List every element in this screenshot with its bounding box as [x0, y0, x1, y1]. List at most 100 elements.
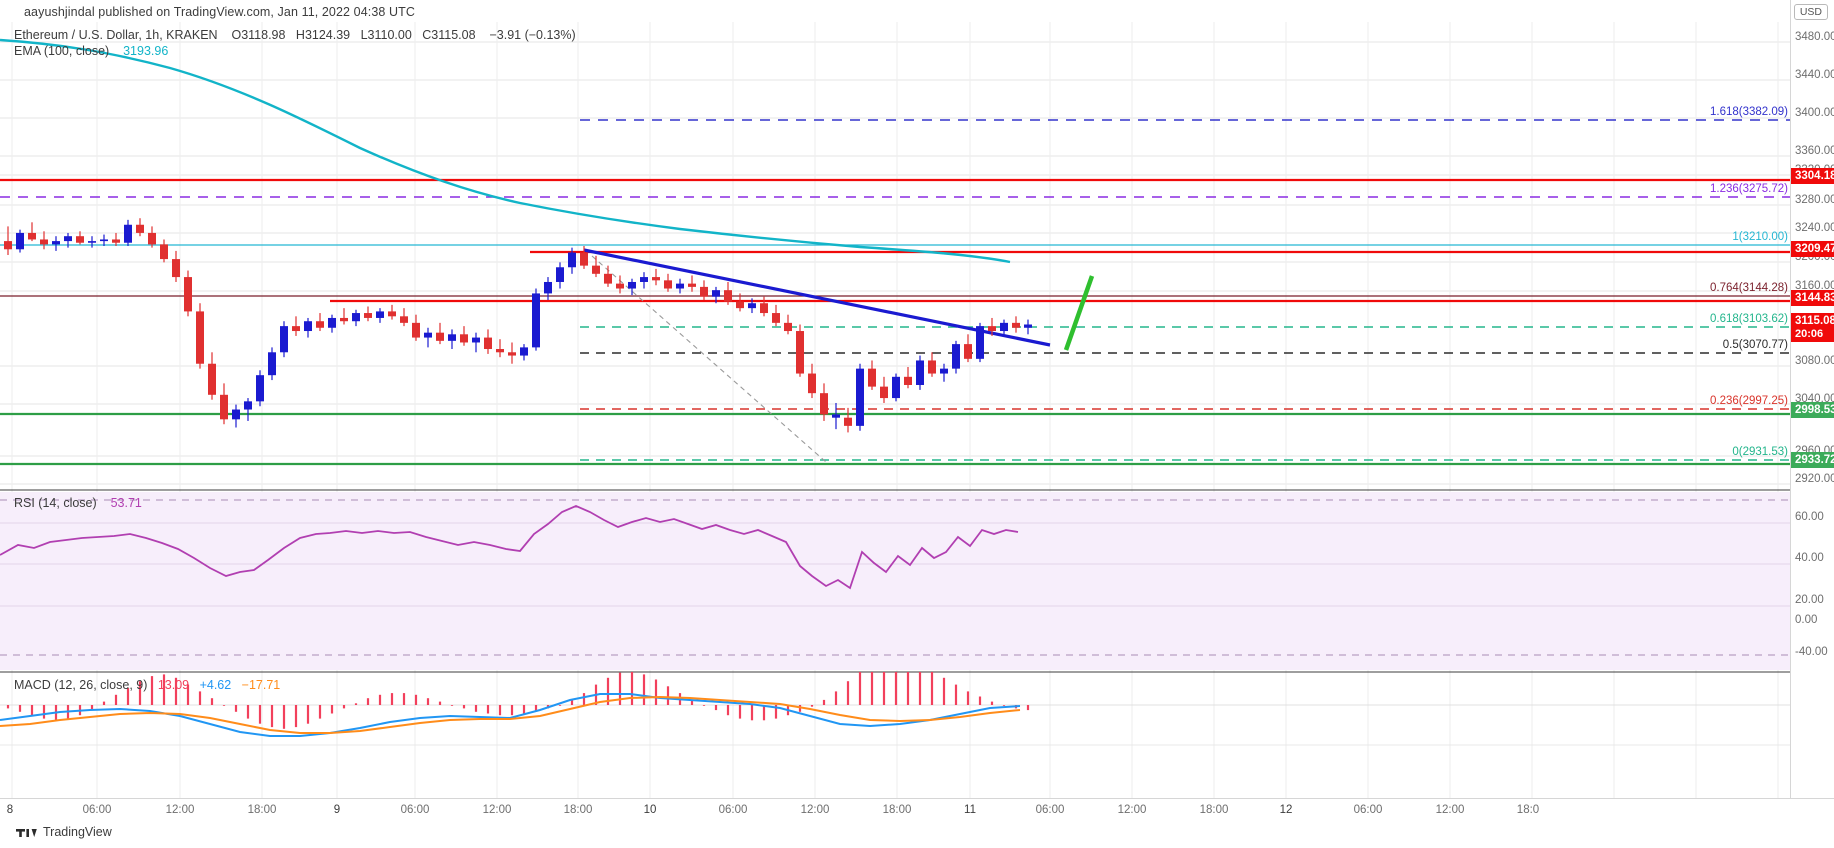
candle[interactable]: [856, 363, 864, 431]
candle[interactable]: [664, 273, 672, 292]
candle[interactable]: [556, 262, 564, 289]
fib-level-label[interactable]: 1(3210.00): [1732, 231, 1788, 243]
candle[interactable]: [508, 342, 516, 364]
candle[interactable]: [736, 293, 744, 312]
candle[interactable]: [1012, 316, 1020, 333]
candle[interactable]: [76, 231, 84, 245]
candle[interactable]: [112, 232, 120, 247]
candle[interactable]: [964, 334, 972, 363]
candle[interactable]: [976, 322, 984, 363]
candle[interactable]: [148, 226, 156, 248]
candle[interactable]: [364, 306, 372, 322]
candle[interactable]: [208, 352, 216, 400]
candle[interactable]: [136, 218, 144, 237]
candle[interactable]: [268, 347, 276, 381]
candle[interactable]: [304, 317, 312, 338]
candle[interactable]: [772, 304, 780, 327]
candle[interactable]: [700, 280, 708, 300]
candle[interactable]: [448, 329, 456, 350]
candle[interactable]: [52, 236, 60, 251]
price-axis[interactable]: USD 3480.003440.003400.003360.003320.003…: [1790, 0, 1834, 798]
candle[interactable]: [568, 247, 576, 274]
candle[interactable]: [400, 308, 408, 327]
price-tag[interactable]: 2933.72: [1791, 452, 1834, 468]
candle[interactable]: [796, 324, 804, 377]
candle[interactable]: [760, 296, 768, 317]
price-tag[interactable]: 3209.47: [1791, 241, 1834, 257]
candle[interactable]: [388, 304, 396, 320]
candle[interactable]: [124, 219, 132, 247]
candle[interactable]: [652, 268, 660, 286]
candle[interactable]: [352, 309, 360, 327]
fib-level-label[interactable]: 1.236(3275.72): [1709, 183, 1788, 195]
ema-legend[interactable]: EMA (100, close) 3193.96: [14, 44, 168, 58]
candle[interactable]: [496, 339, 504, 358]
candle[interactable]: [316, 313, 324, 332]
candle[interactable]: [820, 383, 828, 421]
fib-level-label[interactable]: 0(2931.53): [1732, 446, 1788, 458]
candle[interactable]: [520, 344, 528, 361]
candle[interactable]: [712, 286, 720, 304]
candle[interactable]: [616, 275, 624, 294]
candle[interactable]: [484, 329, 492, 354]
candle[interactable]: [1024, 319, 1032, 335]
candle[interactable]: [592, 255, 600, 278]
candle[interactable]: [628, 278, 636, 296]
candle[interactable]: [328, 314, 336, 333]
candle[interactable]: [64, 232, 72, 248]
candle[interactable]: [88, 236, 96, 248]
candle[interactable]: [160, 239, 168, 263]
candle[interactable]: [784, 314, 792, 335]
symbol-legend[interactable]: Ethereum / U.S. Dollar, 1h, KRAKEN O3118…: [14, 28, 576, 42]
candle[interactable]: [928, 352, 936, 377]
candle[interactable]: [232, 404, 240, 428]
candle[interactable]: [940, 363, 948, 382]
candle[interactable]: [544, 277, 552, 300]
rsi-legend[interactable]: RSI (14, close) 53.71: [14, 496, 142, 510]
price-tag[interactable]: 3115.08 20:06: [1791, 313, 1834, 342]
time-axis[interactable]: 8 06:00 12:00 18:00 9 06:00 12:00 18:00 10 06:00 1…: [0, 798, 1834, 826]
candle[interactable]: [868, 360, 876, 390]
candle[interactable]: [436, 322, 444, 345]
candle[interactable]: [676, 278, 684, 294]
candle[interactable]: [916, 355, 924, 390]
candle[interactable]: [580, 246, 588, 269]
candle[interactable]: [28, 222, 36, 242]
candle[interactable]: [412, 314, 420, 341]
candle[interactable]: [808, 363, 816, 399]
candle[interactable]: [880, 376, 888, 403]
candle[interactable]: [340, 308, 348, 325]
candle[interactable]: [100, 234, 108, 247]
candle[interactable]: [472, 332, 480, 353]
price-tag[interactable]: 2998.53: [1791, 402, 1834, 418]
fib-level-label[interactable]: 0.764(3144.28): [1709, 282, 1788, 294]
candle[interactable]: [172, 250, 180, 282]
candle[interactable]: [460, 326, 468, 346]
price-tag[interactable]: 3144.83: [1791, 290, 1834, 306]
candle[interactable]: [292, 316, 300, 336]
candle[interactable]: [844, 407, 852, 433]
candle[interactable]: [16, 229, 24, 253]
candle[interactable]: [4, 226, 12, 255]
candle[interactable]: [1000, 319, 1008, 335]
candle[interactable]: [280, 321, 288, 358]
candle[interactable]: [724, 281, 732, 305]
candle[interactable]: [424, 327, 432, 348]
candle[interactable]: [184, 270, 192, 317]
candle[interactable]: [196, 303, 204, 369]
candle[interactable]: [988, 317, 996, 336]
candle[interactable]: [220, 383, 228, 425]
symbol-title[interactable]: Ethereum / U.S. Dollar, 1h, KRAKEN: [14, 28, 218, 42]
candle[interactable]: [604, 265, 612, 287]
currency-badge[interactable]: USD: [1793, 4, 1828, 20]
candle[interactable]: [532, 288, 540, 351]
candle[interactable]: [40, 231, 48, 250]
candle[interactable]: [688, 275, 696, 292]
fib-level-label[interactable]: 0.618(3103.62): [1709, 313, 1788, 325]
fib-level-label[interactable]: 0.5(3070.77): [1722, 339, 1788, 351]
candle[interactable]: [748, 298, 756, 314]
candle[interactable]: [640, 272, 648, 289]
candle[interactable]: [256, 370, 264, 407]
macd-legend[interactable]: MACD (12, 26, close, 9) 13.09 +4.62 −17.…: [14, 678, 280, 692]
chart-canvas[interactable]: 1.618(3382.09) 1.236(3275.72) 1(3210.00) 0.…: [0, 0, 1790, 798]
